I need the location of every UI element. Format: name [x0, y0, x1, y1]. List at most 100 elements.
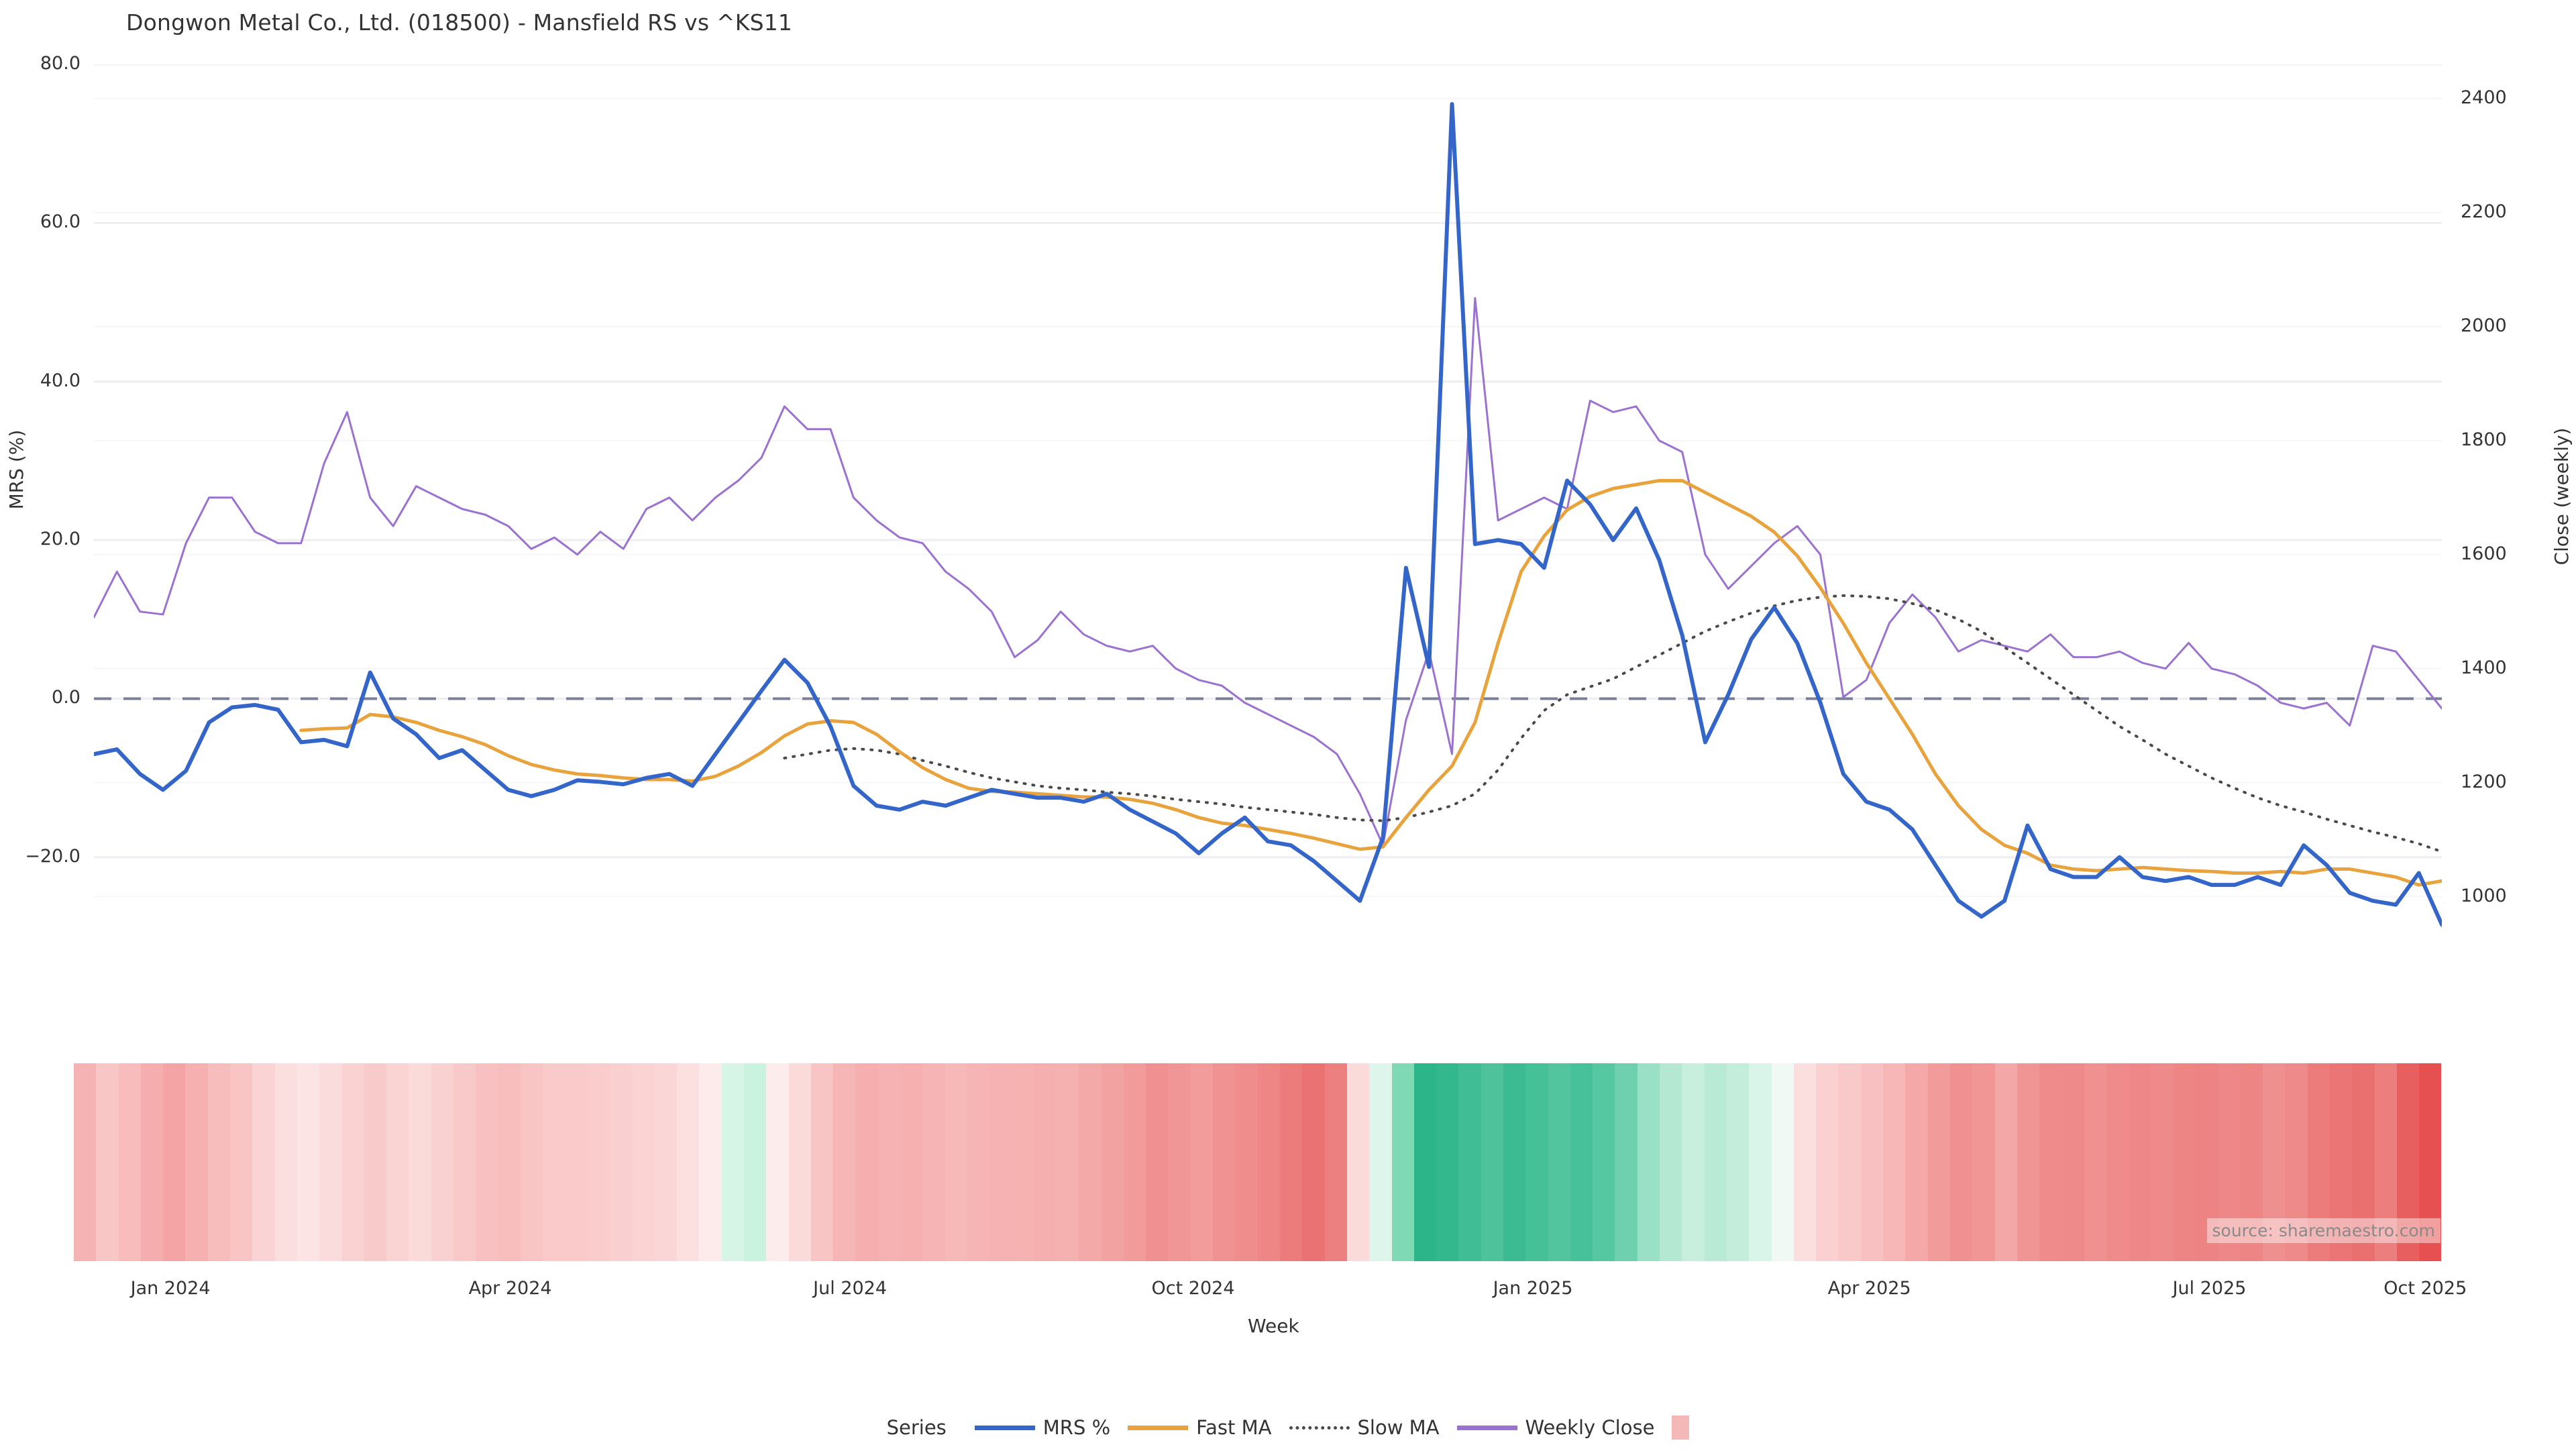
- heatmap-cell: [2352, 1063, 2375, 1261]
- heatmap-cell: [1436, 1063, 1459, 1261]
- heatmap-cell: [1280, 1063, 1303, 1261]
- heatmap-cell: [1213, 1063, 1236, 1261]
- legend-item[interactable]: MRS %: [974, 1416, 1111, 1439]
- plot-area: [94, 64, 2442, 936]
- heatmap-cell: [1704, 1063, 1727, 1261]
- heatmap-cell: [2084, 1063, 2107, 1261]
- heatmap-cell: [409, 1063, 431, 1261]
- heatmap-cell: [1012, 1063, 1034, 1261]
- legend-item[interactable]: Fast MA: [1128, 1416, 1272, 1439]
- legend-item-label: Fast MA: [1196, 1416, 1272, 1439]
- heatmap-cell: [274, 1063, 297, 1261]
- heatmap-cell: [319, 1063, 342, 1261]
- heatmap-cell: [877, 1063, 900, 1261]
- heatmap-cell: [1883, 1063, 1906, 1261]
- heatmap-cell: [1503, 1063, 1526, 1261]
- heatmap-cell: [1972, 1063, 1995, 1261]
- y-tick-left: −20.0: [25, 845, 80, 867]
- heatmap-cell: [1101, 1063, 1124, 1261]
- x-tick: Apr 2025: [1827, 1278, 1911, 1299]
- legend-item[interactable]: Weekly Close: [1456, 1416, 1655, 1439]
- series-line-fast-ma: [299, 478, 2442, 887]
- heatmap-cell: [565, 1063, 588, 1261]
- heatmap-cell: [1369, 1063, 1392, 1261]
- series-line-mrs: [94, 102, 2442, 927]
- heatmap-cell: [1079, 1063, 1102, 1261]
- legend-swatch-dotted-line: [1289, 1426, 1350, 1430]
- legend-item[interactable]: Slow MA: [1289, 1416, 1440, 1439]
- legend-item-label: MRS %: [1042, 1416, 1111, 1439]
- legend-item-label: Slow MA: [1357, 1416, 1440, 1439]
- heatmap-cell: [2419, 1063, 2442, 1261]
- heatmap-cell: [2061, 1063, 2084, 1261]
- heatmap-cell: [699, 1063, 722, 1261]
- x-axis-label: Week: [1248, 1315, 1299, 1337]
- heatmap-cell: [1637, 1063, 1660, 1261]
- heatmap-cell: [855, 1063, 878, 1261]
- y-tick-left: 60.0: [40, 211, 80, 233]
- heatmap-cell: [1324, 1063, 1347, 1261]
- heatmap-cell: [1123, 1063, 1146, 1261]
- series-line-slow-ma: [783, 594, 2442, 853]
- heatmap-cell: [587, 1063, 610, 1261]
- heatmap-cell: [1593, 1063, 1615, 1261]
- y-tick-left: 0.0: [52, 687, 80, 708]
- heatmap-cell: [2396, 1063, 2420, 1261]
- heatmap-cell: [1994, 1063, 2017, 1261]
- heatmap-cell: [1146, 1063, 1169, 1261]
- heatmap-cell: [743, 1063, 767, 1261]
- heatmap-cell: [610, 1063, 633, 1261]
- legend-swatch-line: [1456, 1425, 1517, 1430]
- heatmap-cell: [1257, 1063, 1281, 1261]
- heatmap-cell: [1860, 1063, 1884, 1261]
- heatmap-cell: [677, 1063, 700, 1261]
- y-axis-left-label: MRS (%): [5, 429, 28, 510]
- heatmap-cell: [1771, 1063, 1794, 1261]
- legend-title: Series: [886, 1416, 947, 1439]
- y-tick-right: 1200: [2461, 771, 2507, 792]
- heatmap-cell: [1726, 1063, 1750, 1261]
- heatmap-cell: [1302, 1063, 1325, 1261]
- heatmap-cell: [1660, 1063, 1682, 1261]
- heatmap-cell: [453, 1063, 476, 1261]
- heatmap-cell: [788, 1063, 811, 1261]
- x-tick: Jan 2024: [130, 1278, 211, 1299]
- heatmap-cell: [900, 1063, 923, 1261]
- heatmap-cell: [520, 1063, 543, 1261]
- y-tick-right: 1600: [2461, 543, 2507, 564]
- plot-svg: [94, 64, 2442, 927]
- x-tick: Oct 2024: [1151, 1278, 1235, 1299]
- heatmap-cell: [766, 1063, 789, 1261]
- heatmap-cell: [1615, 1063, 1638, 1261]
- heatmap-cell: [1413, 1063, 1437, 1261]
- legend-item[interactable]: [1672, 1415, 1690, 1440]
- heatmap-cell: [386, 1063, 409, 1261]
- source-watermark: source: sharemaestro.com: [2206, 1218, 2440, 1243]
- heatmap-cell: [1838, 1063, 1861, 1261]
- heatmap-cell: [74, 1063, 97, 1261]
- heatmap-cell: [2240, 1063, 2263, 1261]
- heatmap-cell: [1481, 1063, 1503, 1261]
- heatmap-cell: [2374, 1063, 2397, 1261]
- heatmap-cell: [431, 1063, 454, 1261]
- y-tick-right: 2000: [2461, 315, 2507, 336]
- heatmap-cell: [1816, 1063, 1839, 1261]
- y-tick-left: 40.0: [40, 370, 80, 391]
- series-line-weekly-close: [94, 297, 2442, 847]
- heatmap-cell: [476, 1063, 498, 1261]
- heatmap-cell: [1570, 1063, 1593, 1261]
- heatmap-cell: [2151, 1063, 2174, 1261]
- mrs-heatmap-strip: [74, 1063, 2442, 1261]
- heatmap-cell: [1793, 1063, 1817, 1261]
- chart-legend: Series MRS % Fast MA Slow MA Weekly Close: [0, 1415, 2576, 1440]
- heatmap-cell: [1235, 1063, 1258, 1261]
- heatmap-cell: [1949, 1063, 1973, 1261]
- heatmap-cell: [2329, 1063, 2353, 1261]
- heatmap-cell: [297, 1063, 320, 1261]
- y-tick-right: 1800: [2461, 429, 2507, 450]
- legend-item-label: Weekly Close: [1525, 1416, 1655, 1439]
- heatmap-cell: [163, 1063, 186, 1261]
- chart-title: Dongwon Metal Co., Ltd. (018500) - Mansf…: [126, 9, 793, 36]
- heatmap-cell: [1391, 1063, 1414, 1261]
